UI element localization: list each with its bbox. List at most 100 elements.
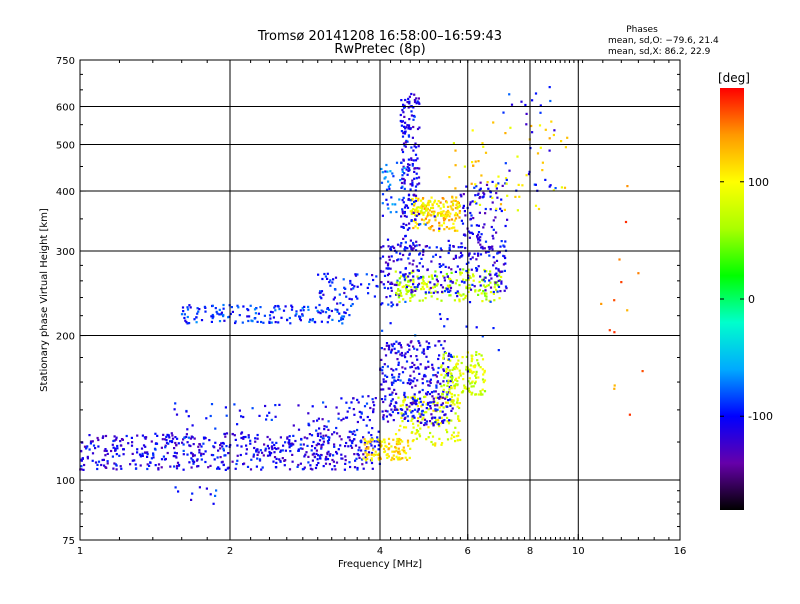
data-point: [394, 433, 398, 436]
data-point: [203, 305, 206, 308]
data-point: [101, 458, 104, 462]
data-point: [391, 282, 394, 285]
data-point: [401, 371, 405, 374]
data-point: [332, 454, 335, 457]
data-point: [428, 275, 431, 278]
data-point: [461, 245, 464, 249]
data-point: [437, 204, 440, 208]
data-point: [416, 157, 419, 160]
data-point: [409, 245, 412, 248]
data-point: [410, 411, 413, 414]
data-point: [377, 454, 380, 457]
data-point: [452, 401, 455, 404]
data-point: [471, 283, 474, 286]
data-point: [482, 278, 485, 281]
data-point: [392, 419, 395, 422]
data-point: [348, 314, 351, 317]
data-point: [508, 169, 511, 172]
data-point: [429, 378, 432, 381]
data-point: [315, 464, 318, 467]
data-point: [440, 214, 443, 217]
data-point: [384, 409, 387, 412]
data-point: [411, 263, 414, 266]
data-point: [489, 286, 493, 289]
data-point: [363, 405, 367, 408]
data-point: [218, 467, 221, 470]
data-point: [380, 358, 383, 361]
data-point: [200, 458, 203, 461]
data-point: [451, 381, 454, 384]
data-point: [430, 206, 433, 210]
data-point: [177, 442, 180, 445]
data-point: [350, 304, 353, 307]
data-point: [400, 130, 403, 133]
data-point: [400, 258, 403, 261]
data-point: [418, 262, 421, 265]
data-point: [424, 395, 427, 398]
data-point: [407, 275, 410, 278]
data-point: [477, 192, 480, 195]
data-point: [366, 442, 369, 445]
data-point: [218, 313, 221, 316]
data-point: [494, 185, 497, 188]
data-point: [345, 401, 348, 404]
data-point: [351, 441, 354, 445]
data-point: [449, 280, 452, 283]
data-point: [106, 460, 109, 463]
data-point: [423, 211, 426, 214]
data-point: [309, 467, 312, 470]
data-point: [415, 429, 418, 432]
data-point: [406, 124, 409, 127]
data-point: [88, 434, 91, 437]
data-point: [391, 203, 394, 206]
data-point: [415, 240, 418, 243]
data-point: [387, 287, 390, 290]
data-point: [483, 379, 487, 382]
data-point: [480, 246, 483, 249]
data-point: [453, 219, 456, 222]
data-point: [254, 437, 257, 440]
data-point: [338, 312, 341, 315]
data-point: [385, 344, 388, 347]
data-point: [500, 198, 503, 201]
data-point: [431, 366, 434, 369]
data-point: [315, 444, 318, 447]
data-point: [444, 374, 447, 377]
data-point: [566, 136, 569, 139]
data-point: [422, 416, 425, 419]
data-point: [274, 321, 277, 324]
data-point: [475, 269, 478, 272]
data-point: [408, 262, 411, 265]
data-point: [487, 284, 490, 287]
data-point: [436, 291, 439, 294]
data-point: [485, 295, 488, 298]
data-point: [390, 286, 393, 289]
data-point: [481, 335, 484, 338]
data-point: [237, 306, 240, 309]
data-point: [485, 284, 488, 287]
data-point: [470, 360, 473, 363]
data-point: [467, 254, 470, 257]
data-point: [326, 451, 329, 454]
data-point: [204, 450, 207, 453]
data-point: [423, 395, 426, 399]
data-point: [291, 453, 294, 456]
data-point: [89, 442, 92, 445]
data-point: [219, 447, 222, 450]
data-point: [359, 440, 362, 443]
data-point: [396, 358, 399, 361]
data-point: [412, 219, 415, 223]
data-point: [387, 262, 390, 265]
data-point: [349, 279, 352, 283]
data-point: [302, 443, 305, 446]
data-point: [247, 434, 250, 437]
data-point: [492, 264, 495, 267]
data-point: [457, 246, 460, 249]
data-point: [391, 376, 394, 379]
data-point: [477, 238, 480, 241]
data-point: [383, 286, 386, 289]
data-point: [433, 210, 436, 213]
data-point: [460, 242, 463, 245]
data-point: [271, 441, 274, 444]
data-point: [455, 377, 458, 380]
